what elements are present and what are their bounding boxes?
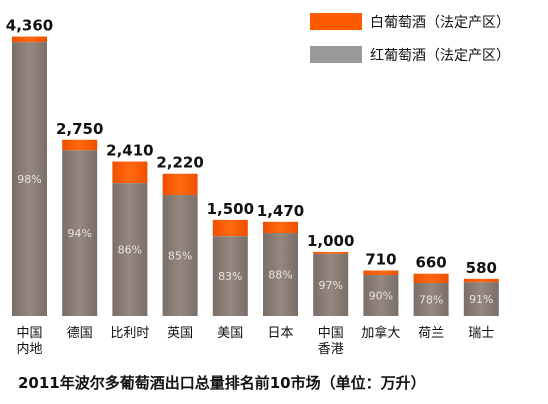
category-label: 中国: [16, 326, 42, 341]
share-label: 90%: [369, 290, 393, 303]
bar-red-segment: [212, 236, 248, 316]
bar-red-segment: [112, 183, 148, 316]
share-label: 85%: [168, 250, 192, 263]
bar-red-segment: [62, 150, 98, 316]
category-label: 瑞士: [468, 326, 494, 341]
category-label: 香港: [318, 342, 344, 357]
share-label: 97%: [318, 279, 342, 292]
category-label: 日本: [267, 326, 293, 341]
share-label: 98%: [17, 173, 41, 186]
bar-white-segment: [162, 173, 198, 196]
bar-white-segment: [263, 221, 298, 234]
bar-white-segment: [463, 278, 499, 283]
share-label: 94%: [67, 227, 91, 240]
total-label: 2,410: [106, 142, 153, 160]
total-label: 1,470: [257, 202, 304, 220]
bar-red-segment: [363, 275, 399, 316]
legend-swatch-red: [310, 46, 362, 63]
category-label: 德国: [67, 326, 93, 341]
bar-white-segment: [413, 273, 449, 284]
legend-label-red: 红葡萄酒（法定产区）: [370, 48, 510, 64]
share-label: 86%: [118, 244, 142, 257]
share-label: 88%: [268, 269, 292, 282]
bar-red-segment: [162, 195, 198, 316]
total-label: 1,000: [307, 232, 354, 250]
category-label: 美国: [217, 326, 243, 341]
bar-white-segment: [363, 270, 399, 276]
total-label: 1,500: [207, 200, 254, 218]
bar-red-segment: [313, 253, 349, 316]
bar-white-segment: [112, 161, 148, 184]
legend-swatch-white: [310, 13, 362, 30]
category-label: 英国: [167, 326, 193, 341]
chart-title: 2011年波尔多葡萄酒出口总量排名前10市场（单位：万升）: [18, 374, 426, 392]
category-label: 荷兰: [418, 326, 444, 341]
bars-layer: 4,360 98% 2,750 94% 2,410 86% 2,220 85% 1,500 83%…: [6, 17, 499, 316]
category-label: 内地: [16, 341, 42, 357]
bar-white-segment: [212, 219, 248, 237]
total-label: 4,360: [6, 17, 53, 35]
bar-red-segment: [263, 233, 298, 316]
total-label: 2,220: [156, 154, 203, 172]
category-label: 加拿大: [361, 325, 400, 341]
total-label: 2,750: [56, 120, 103, 138]
bar-red-segment: [12, 42, 47, 316]
total-label: 580: [466, 259, 497, 277]
legend: 白葡萄酒（法定产区） 红葡萄酒（法定产区）: [310, 13, 510, 64]
bar-red-segment: [413, 283, 449, 316]
bar-white-segment: [12, 36, 47, 43]
bar-white-segment: [313, 251, 349, 254]
bar-red-segment: [463, 282, 499, 316]
legend-label-white: 白葡萄酒（法定产区）: [370, 15, 510, 31]
total-label: 710: [365, 250, 396, 268]
bar-white-segment: [62, 139, 98, 151]
category-label: 比利时: [110, 326, 149, 341]
total-label: 660: [415, 254, 446, 272]
share-label: 78%: [419, 294, 443, 307]
share-label: 83%: [218, 270, 242, 283]
share-label: 91%: [469, 293, 493, 306]
category-label: 中国: [318, 326, 344, 341]
